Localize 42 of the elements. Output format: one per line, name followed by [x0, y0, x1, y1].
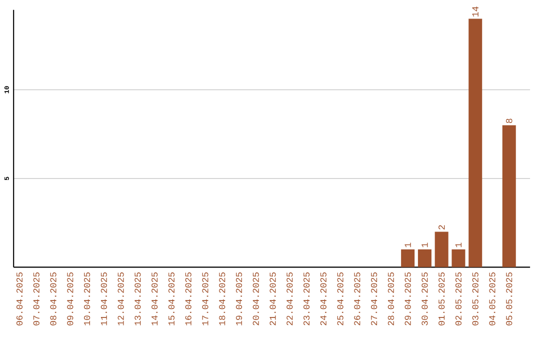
x-tick-label: 14.04.2025: [152, 272, 158, 326]
data-label: 14: [472, 6, 478, 17]
data-label: 1: [422, 242, 428, 248]
x-tick-label: 24.04.2025: [320, 272, 326, 326]
x-tick-label: 29.04.2025: [404, 272, 411, 326]
data-label: 8: [506, 118, 512, 124]
x-tick-label: 21.04.2025: [270, 272, 276, 326]
x-tick-label: 26.04.2025: [354, 272, 360, 326]
bar: [401, 250, 415, 268]
data-label: 1: [455, 242, 462, 248]
x-tick-label: 12.04.2025: [118, 272, 124, 326]
x-tick-label: 08.04.2025: [50, 272, 56, 326]
x-tick-label: 20.04.2025: [252, 272, 259, 326]
x-tick-label: 30.04.2025: [422, 272, 428, 326]
x-tick-label: 22.04.2025: [286, 272, 293, 326]
data-label: 2: [438, 225, 445, 230]
x-tick-label: 03.05.2025: [472, 272, 478, 326]
x-tick-label: 13.04.2025: [134, 272, 141, 326]
x-tick-label: 25.04.2025: [337, 272, 344, 326]
bar: [434, 232, 448, 268]
x-tick-label: 11.04.2025: [100, 272, 107, 326]
x-tick-label: 04.05.2025: [489, 272, 496, 326]
x-tick-label: 28.04.2025: [388, 272, 394, 326]
x-tick-label: 07.04.2025: [33, 272, 40, 326]
x-tick-label: 15.04.2025: [168, 272, 175, 326]
x-tick-label: 27.04.2025: [371, 272, 378, 326]
bar: [452, 250, 466, 268]
x-tick-label: 19.04.2025: [236, 272, 242, 326]
bar: [502, 125, 516, 268]
x-tick-label: 16.04.2025: [185, 272, 192, 326]
x-tick-label: 02.05.2025: [455, 272, 462, 326]
bar: [418, 250, 432, 268]
x-tick-label: 17.04.2025: [202, 272, 208, 326]
x-tick-label: 10.04.2025: [84, 272, 90, 326]
x-tick-label: 18.04.2025: [219, 272, 226, 326]
x-tick-label: 06.04.2025: [16, 272, 23, 326]
bar: [468, 18, 482, 268]
data-label: 1: [404, 242, 411, 248]
x-tick-label: 05.05.2025: [506, 272, 512, 326]
x-tick-label: 01.05.2025: [438, 272, 445, 326]
x-tick-label: 09.04.2025: [67, 272, 74, 326]
x-tick-label: 23.04.2025: [303, 272, 310, 326]
